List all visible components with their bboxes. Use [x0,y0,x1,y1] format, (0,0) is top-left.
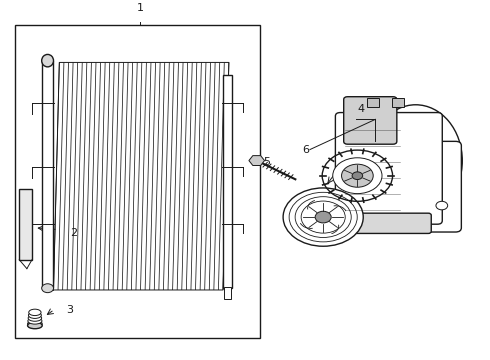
Circle shape [315,211,331,223]
Bar [223,75,232,288]
Text: 2: 2 [71,228,78,238]
Circle shape [283,188,363,246]
Bar [392,98,404,107]
Ellipse shape [28,312,41,318]
Text: 6: 6 [303,144,310,154]
Text: 5: 5 [264,157,270,167]
Text: 3: 3 [67,305,74,315]
FancyBboxPatch shape [335,113,442,224]
Circle shape [333,158,382,194]
Text: 1: 1 [136,3,144,13]
Ellipse shape [42,54,53,67]
FancyBboxPatch shape [337,213,431,233]
Ellipse shape [29,309,41,316]
Bar [15,25,260,338]
Text: 4: 4 [358,104,365,114]
Bar [42,60,53,288]
Ellipse shape [28,315,42,321]
Bar [223,288,231,299]
Circle shape [352,172,363,180]
Ellipse shape [27,322,42,329]
Ellipse shape [42,284,53,293]
FancyBboxPatch shape [423,141,462,232]
Bar [367,98,379,107]
Ellipse shape [369,105,462,217]
Circle shape [436,201,448,210]
Polygon shape [19,189,32,260]
Ellipse shape [28,318,42,324]
Ellipse shape [27,320,42,327]
FancyBboxPatch shape [343,97,397,144]
Circle shape [342,164,373,187]
